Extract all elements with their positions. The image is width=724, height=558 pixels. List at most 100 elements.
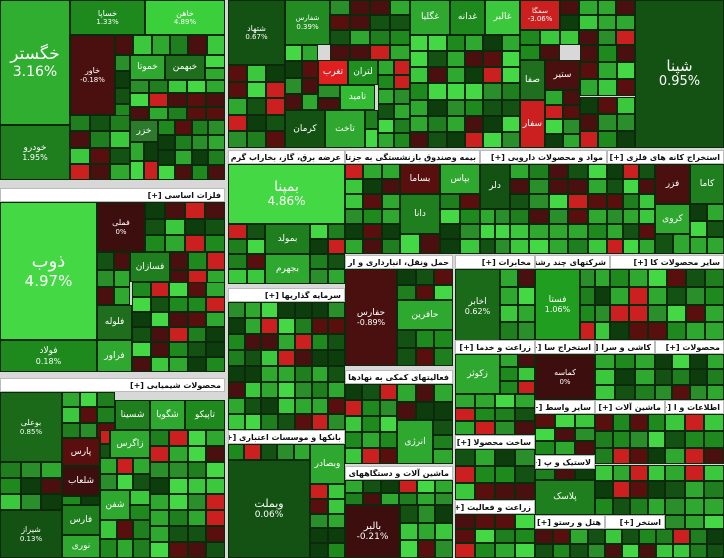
tile[interactable]	[495, 239, 510, 254]
tile[interactable]	[440, 224, 460, 239]
tile[interactable]	[20, 478, 42, 494]
tile[interactable]	[294, 318, 312, 334]
tile[interactable]	[705, 269, 724, 287]
tile[interactable]	[495, 209, 510, 224]
tile[interactable]	[607, 194, 623, 209]
tile[interactable]	[345, 179, 364, 194]
tile[interactable]	[635, 369, 655, 385]
tile[interactable]	[570, 529, 588, 544]
tile[interactable]	[100, 458, 117, 474]
tile[interactable]	[501, 115, 520, 132]
tile[interactable]	[500, 354, 518, 368]
tile[interactable]	[655, 354, 673, 370]
tile[interactable]	[205, 67, 225, 80]
sector-header[interactable]: حمل ونقل، انبارداری و ار [+]	[345, 255, 453, 269]
tile[interactable]	[20, 462, 42, 478]
sector-header[interactable]: محصولات شیمیایی [+]	[0, 378, 225, 392]
tile[interactable]	[465, 67, 484, 84]
tile[interactable]	[132, 297, 151, 312]
tile[interactable]: خگستر 3.16%	[0, 0, 70, 125]
tile[interactable]	[158, 150, 175, 165]
tile[interactable]	[587, 194, 607, 209]
tile[interactable]	[133, 474, 150, 490]
tile[interactable]	[598, 45, 617, 63]
tile[interactable]	[132, 342, 151, 357]
tile[interactable]	[616, 130, 635, 148]
tile[interactable]	[208, 165, 225, 180]
tile[interactable]	[672, 354, 690, 370]
tile[interactable]: لتران	[348, 60, 378, 85]
tile[interactable]	[170, 35, 189, 55]
tile[interactable]	[187, 446, 207, 462]
tile[interactable]	[446, 99, 465, 116]
tile[interactable]	[446, 83, 465, 100]
tile[interactable]	[113, 287, 130, 305]
sector-header[interactable]: اطلاعات و ا [+]	[665, 400, 724, 414]
tile[interactable]	[100, 474, 117, 490]
tile[interactable]	[415, 402, 435, 420]
tile[interactable]: شسینا	[115, 400, 150, 430]
tile[interactable]	[515, 407, 535, 422]
tile[interactable]: فزر	[655, 164, 690, 204]
tile[interactable]	[580, 304, 595, 323]
tile[interactable]	[483, 115, 502, 132]
tile[interactable]	[595, 354, 615, 370]
tile[interactable]	[552, 529, 570, 544]
tile[interactable]	[206, 494, 225, 510]
tile[interactable]	[433, 420, 453, 435]
tile[interactable]	[440, 209, 460, 224]
tile[interactable]	[362, 432, 380, 448]
tile[interactable]	[149, 93, 168, 107]
tile[interactable]	[639, 224, 655, 239]
tile[interactable]	[580, 113, 599, 131]
tile[interactable]	[575, 441, 595, 455]
tile[interactable]	[168, 462, 188, 478]
tile[interactable]	[399, 480, 417, 493]
tile[interactable]	[150, 446, 169, 462]
tile[interactable]	[150, 494, 169, 510]
tile[interactable]	[595, 286, 610, 305]
tile[interactable]	[345, 448, 363, 464]
tile[interactable]	[529, 239, 549, 254]
tile[interactable]	[381, 164, 400, 179]
tile[interactable]: اخابر 0.62%	[455, 269, 500, 344]
tile[interactable]	[228, 398, 245, 414]
tile[interactable]	[150, 342, 170, 357]
tile[interactable]	[116, 458, 134, 474]
tile[interactable]	[397, 384, 416, 402]
tile[interactable]	[639, 209, 655, 224]
tile[interactable]	[97, 269, 114, 288]
tile[interactable]	[647, 481, 665, 499]
tile[interactable]	[605, 529, 622, 544]
tile[interactable]	[206, 252, 225, 270]
tile[interactable]	[410, 99, 429, 116]
tile[interactable]	[665, 464, 685, 482]
tile[interactable]	[187, 510, 207, 526]
tile[interactable]	[535, 543, 553, 558]
tile[interactable]	[410, 83, 429, 100]
tile[interactable]	[350, 0, 370, 15]
tile[interactable]	[191, 120, 209, 135]
tile[interactable]	[587, 179, 607, 194]
tile[interactable]	[311, 318, 329, 334]
tile[interactable]	[394, 60, 410, 75]
tile[interactable]	[311, 366, 329, 382]
tile[interactable]	[113, 269, 130, 288]
tile[interactable]	[655, 369, 673, 385]
sector-header[interactable]: بیمه وصندوق بازنشستگی به جزتا [+]	[345, 150, 480, 164]
tile[interactable]	[515, 449, 535, 466]
tile[interactable]	[483, 83, 502, 100]
tile[interactable]	[301, 93, 318, 110]
tile[interactable]	[294, 334, 312, 350]
tile[interactable]	[587, 529, 605, 544]
tile[interactable]	[116, 520, 134, 539]
tile[interactable]	[500, 380, 518, 394]
tile[interactable]	[684, 414, 705, 431]
tile[interactable]	[168, 494, 188, 510]
tile[interactable]	[623, 239, 639, 254]
tile[interactable]	[415, 348, 435, 366]
tile[interactable]	[548, 239, 569, 254]
tile[interactable]: تاخت	[325, 110, 365, 148]
tile[interactable]	[665, 430, 685, 448]
tile[interactable]	[622, 543, 639, 558]
